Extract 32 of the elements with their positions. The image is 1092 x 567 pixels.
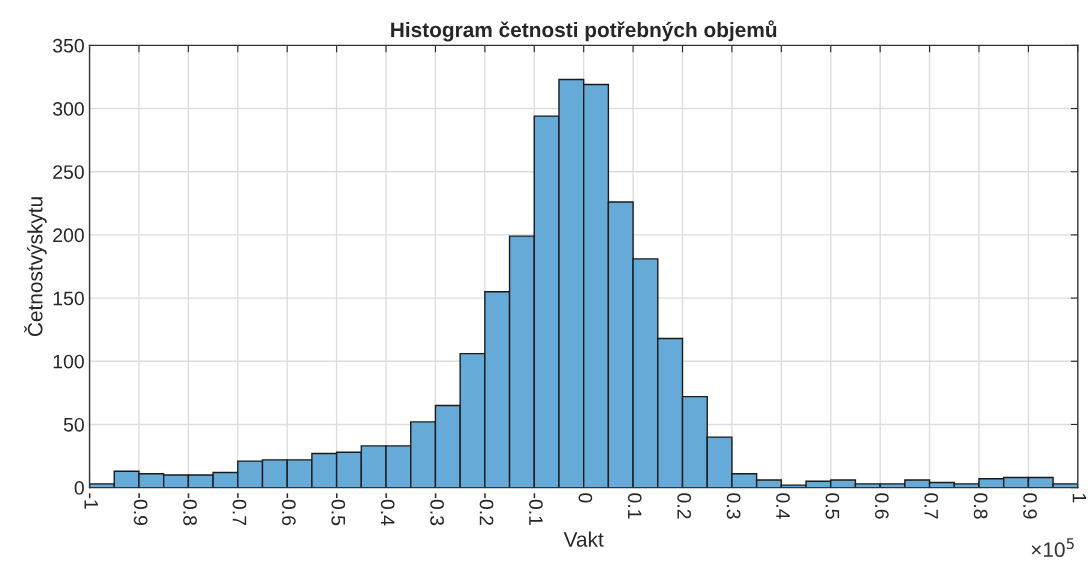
x-tick-label: 0.3 [726, 493, 741, 519]
x-axis-title: Vakt [563, 531, 604, 547]
x-tick-label: 0.4 [776, 493, 790, 519]
y-tick-label: 50 [63, 417, 84, 432]
x-tick-label: 0.7 [924, 493, 939, 519]
y-axis-title: Četnostvýskytu [24, 197, 47, 337]
y-tick-label: 350 [52, 38, 84, 53]
y-tick-label: 200 [53, 228, 84, 243]
x-tick-label: -0.7 [232, 493, 247, 526]
x-tick-label: -0.8 [183, 493, 197, 526]
x-tick-label: 1 [1072, 493, 1087, 503]
x-tick-label: -0.5 [331, 493, 346, 526]
x-tick-label: -1 [84, 493, 98, 509]
text: ×10$^{5}$ [1031, 538, 1074, 558]
y-tick-label: 250 [53, 165, 84, 179]
x-tick-label: 0 [578, 493, 593, 503]
x-tick-label: 0.9 [1023, 493, 1037, 519]
chart-title: Histogram četnosti potřebných objemů [391, 20, 777, 42]
x-tick-label: 0.6 [874, 493, 889, 519]
y-tick-label: 150 [53, 291, 84, 306]
x-tick-label: -0.9 [133, 493, 148, 526]
x-tick-label: -0.6 [281, 493, 296, 526]
x-tick-label: 0.8 [973, 493, 988, 519]
y-tick-label: 300 [52, 102, 84, 116]
x-tick-label: -0.3 [430, 493, 444, 526]
x-tick-label: 0.5 [825, 493, 840, 519]
x-tick-label: -0.2 [479, 493, 494, 526]
x-tick-label: -0.1 [529, 493, 543, 526]
x-tick-label: -0.4 [380, 493, 395, 526]
x-tick-label: 0.2 [677, 493, 692, 519]
y-tick-label: 100 [53, 354, 84, 369]
x-tick-label: 0.1 [627, 493, 642, 519]
